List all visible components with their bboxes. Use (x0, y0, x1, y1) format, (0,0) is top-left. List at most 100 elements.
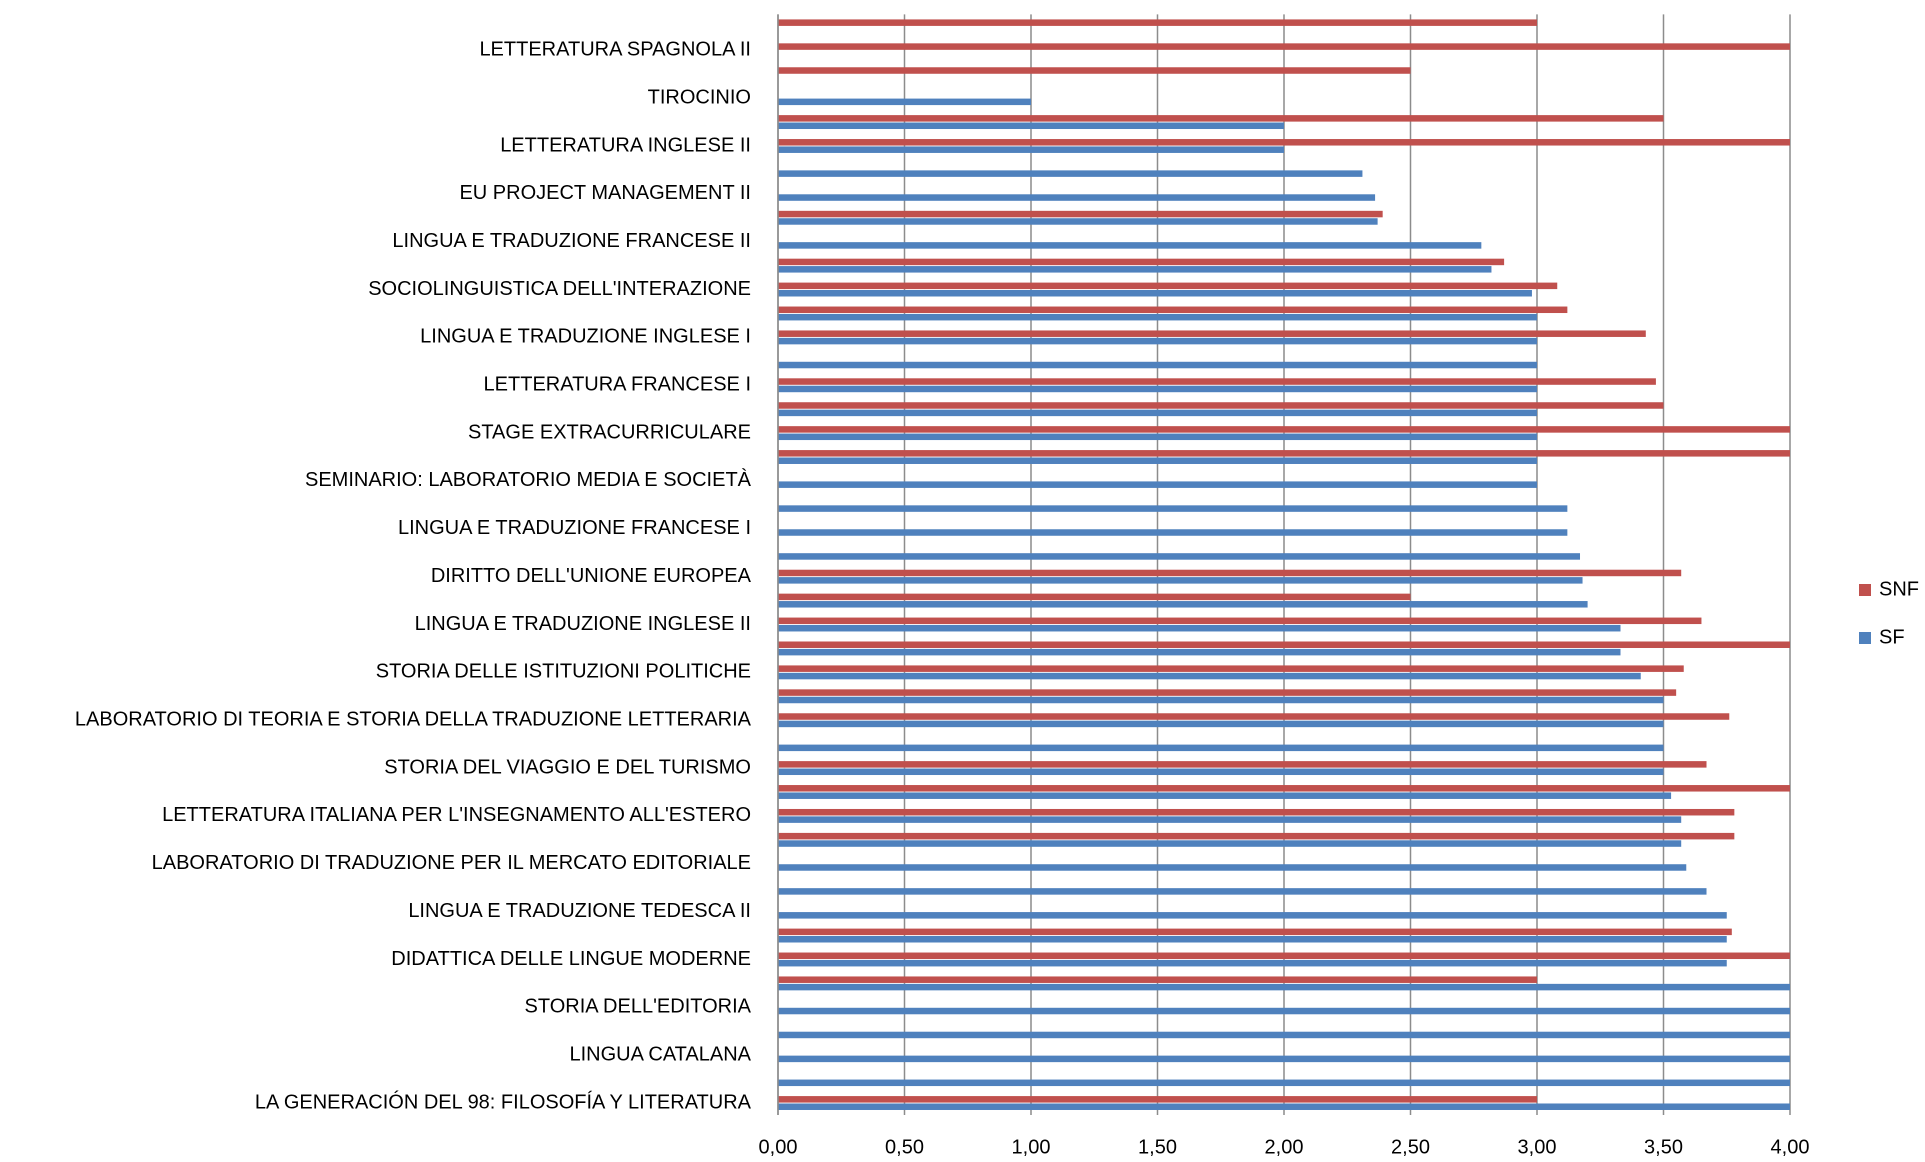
y-tick-label: LETTERATURA SPAGNOLA II (479, 39, 751, 61)
y-tick-label: LINGUA E TRADUZIONE FRANCESE I (398, 517, 751, 539)
y-tick-label: LA GENERACIÓN DEL 98: FILOSOFÍA Y LITERA… (255, 1090, 752, 1113)
bar (778, 433, 1537, 441)
bar (778, 665, 1684, 672)
y-tick-label: LINGUA E TRADUZIONE FRANCESE II (392, 230, 751, 252)
bar (778, 402, 1664, 409)
bar (778, 218, 1378, 225)
bar (778, 290, 1532, 297)
bar (778, 888, 1707, 895)
bar (778, 1055, 1790, 1063)
bar (778, 194, 1376, 201)
bar (778, 768, 1664, 776)
y-tick-label: LETTERATURA ITALIANA PER L'INSEGNAMENTO … (162, 804, 751, 826)
bar (778, 744, 1664, 752)
bar (778, 976, 1537, 983)
bar (778, 378, 1656, 385)
bar (778, 624, 1621, 632)
bar (778, 912, 1727, 919)
y-tick-label: STORIA DELLE ISTITUZIONI POLITICHE (376, 661, 751, 683)
bar (778, 426, 1790, 433)
bar (778, 593, 1411, 601)
y-tick-label: EU PROJECT MANAGEMENT II (459, 182, 751, 204)
bar (778, 601, 1588, 608)
bar (778, 952, 1790, 960)
y-tick-label: DIRITTO DELL'UNIONE EUROPEA (431, 565, 752, 587)
bar (778, 983, 1790, 991)
y-tick-label: STORIA DELL'EDITORIA (525, 996, 752, 1018)
y-tick-label: STORIA DEL VIAGGIO E DEL TURISMO (384, 756, 751, 778)
bar (778, 720, 1664, 728)
x-tick-label: 0,50 (885, 1136, 924, 1158)
bar (778, 1096, 1537, 1103)
y-tick-label: LABORATORIO DI TEORIA E STORIA DELLA TRA… (75, 709, 752, 731)
bar (778, 832, 1735, 840)
bar (778, 864, 1687, 871)
x-tick-label: 0,00 (759, 1136, 798, 1158)
bar (778, 569, 1682, 577)
bar (778, 266, 1492, 273)
legend-swatch (1859, 632, 1871, 644)
bar (778, 1007, 1790, 1015)
bar (778, 713, 1730, 720)
bar (778, 139, 1790, 146)
bar (778, 170, 1363, 177)
y-tick-label: LETTERATURA FRANCESE I (484, 374, 751, 396)
x-tick-label: 1,50 (1138, 1136, 1177, 1158)
bar (778, 122, 1284, 130)
y-tick-label: LINGUA CATALANA (569, 1043, 751, 1065)
x-tick-label: 3,50 (1644, 1136, 1683, 1158)
y-tick-label: LINGUA E TRADUZIONE INGLESE II (415, 613, 751, 635)
y-tick-label: LABORATORIO DI TRADUZIONE PER IL MERCATO… (152, 852, 751, 874)
x-tick-label: 2,50 (1391, 1136, 1430, 1158)
legend-swatch (1859, 584, 1871, 596)
x-tick-label: 3,00 (1518, 1136, 1557, 1158)
x-tick-label: 4,00 (1771, 1136, 1810, 1158)
y-tick-label: LINGUA E TRADUZIONE INGLESE I (420, 326, 751, 348)
bar (778, 840, 1682, 847)
y-tick-label: SEMINARIO: LABORATORIO MEDIA E SOCIETÀ (305, 468, 752, 491)
bar (778, 529, 1568, 536)
y-tick-label: STAGE EXTRACURRICULARE (468, 421, 751, 443)
legend-label: SNF (1879, 578, 1919, 600)
bar (778, 98, 1031, 106)
bar (778, 505, 1568, 512)
bar (778, 785, 1790, 792)
bar (778, 577, 1583, 584)
bar (778, 210, 1383, 218)
bar (778, 761, 1707, 768)
legend-label: SF (1879, 626, 1905, 648)
bar (778, 306, 1568, 314)
x-tick-label: 2,00 (1265, 1136, 1304, 1158)
bar (778, 361, 1537, 369)
bar (778, 330, 1646, 337)
bar (778, 1079, 1790, 1087)
bar (778, 959, 1727, 967)
bar (778, 19, 1537, 26)
bar (778, 696, 1664, 704)
bar (778, 313, 1537, 321)
bar (778, 115, 1664, 122)
bar (778, 1103, 1790, 1110)
bar (778, 481, 1537, 488)
bar (778, 816, 1682, 823)
bar (778, 641, 1790, 648)
bar (778, 936, 1727, 943)
bar (778, 672, 1641, 680)
bar (778, 1031, 1790, 1039)
bar (778, 617, 1702, 625)
bar (778, 258, 1505, 266)
bar (778, 928, 1732, 936)
bar (778, 43, 1790, 50)
x-tick-label: 1,00 (1012, 1136, 1051, 1158)
bar (778, 146, 1284, 153)
y-tick-label: LETTERATURA INGLESE II (500, 134, 751, 156)
bar (778, 648, 1621, 656)
bar (778, 808, 1735, 816)
bar (778, 553, 1581, 560)
bar (778, 457, 1537, 464)
bar (778, 67, 1411, 74)
bar (778, 242, 1482, 249)
bar (778, 792, 1672, 799)
bar (778, 450, 1790, 457)
